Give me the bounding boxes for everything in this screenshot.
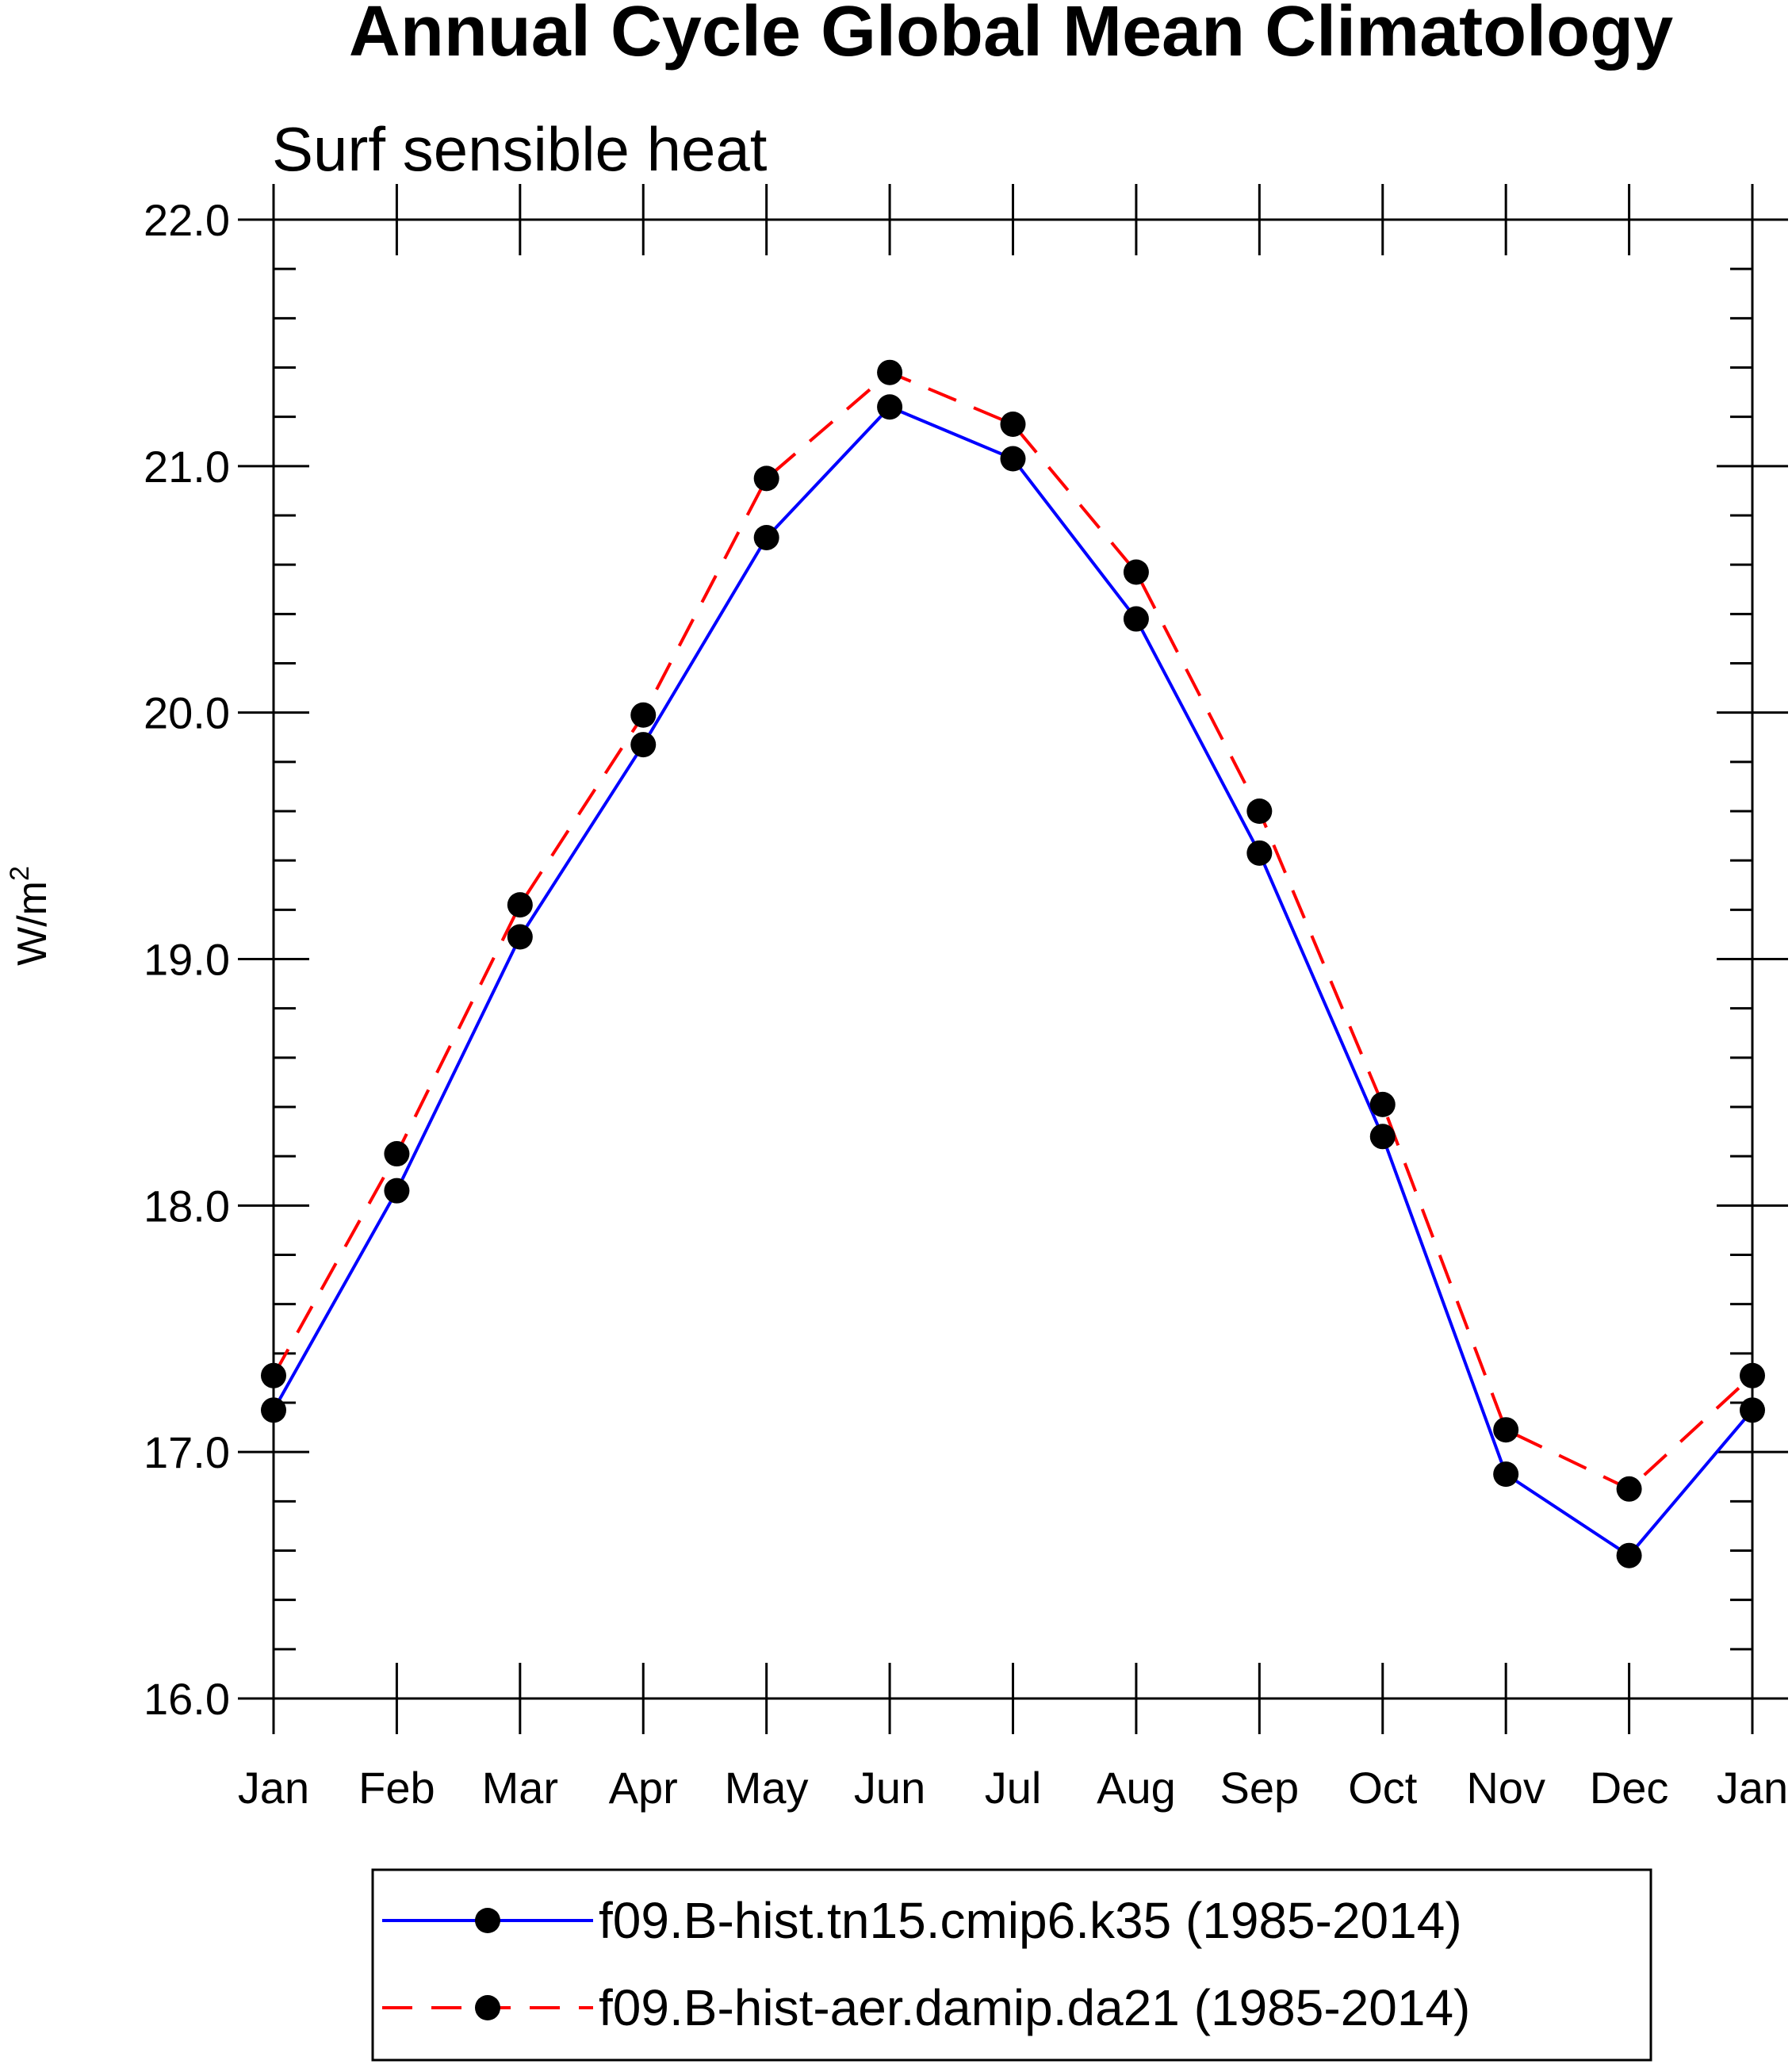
series-1-point (1123, 606, 1149, 632)
x-tick-label: Jul (985, 1763, 1042, 1813)
chart-subtitle: Surf sensible heat (272, 114, 768, 184)
legend-box (371, 1868, 1652, 2062)
series-2-point (384, 1141, 410, 1167)
series-2-point (1740, 1362, 1765, 1388)
series-2-point (1123, 559, 1149, 585)
series-2-point (877, 359, 903, 385)
y-axis-label-exponent: 2 (5, 866, 35, 881)
y-tick-label: 16.0 (144, 1674, 230, 1724)
series-line-1 (272, 405, 1754, 1557)
series-1-point (877, 394, 903, 420)
x-tick-label: Apr (609, 1763, 678, 1813)
series-2-point (753, 465, 779, 492)
series-2-point (1616, 1476, 1642, 1502)
series-1-point (630, 732, 657, 758)
x-tick-label: Dec (1590, 1763, 1669, 1813)
legend-label-series-1: f09.B-hist.tn15.cmip6.k35 (1985-2014) (599, 1892, 1462, 1949)
series-2-point (1000, 411, 1026, 437)
series-2-point (261, 1362, 286, 1388)
legend-marker-series-2 (475, 1995, 500, 2020)
x-tick-label: Sep (1220, 1763, 1300, 1813)
y-tick-label: 22.0 (144, 195, 230, 245)
y-tick-label: 17.0 (144, 1427, 230, 1477)
series-1-point (1000, 446, 1026, 472)
legend-marker-series-1 (475, 1908, 500, 1933)
axes: 16.0 17.0 18.0 19.0 20.0 21.0 22.0 Jan Feb Mar Apr… (144, 184, 1788, 1813)
series-2-point (1493, 1417, 1519, 1443)
series-line-2 (272, 370, 1754, 1491)
y-axis-label-unit: W/m (10, 881, 56, 966)
x-tick-label: Nov (1466, 1763, 1545, 1813)
x-tick-label: May (725, 1763, 809, 1813)
series-1-point (1369, 1124, 1396, 1150)
series-1-point (1493, 1461, 1519, 1488)
series-1-point (1616, 1542, 1642, 1568)
x-tick-label: Feb (358, 1763, 435, 1813)
legend: f09.B-hist.tn15.cmip6.k35 (1985-2014) f0… (371, 1868, 1652, 2062)
series-1-point (261, 1397, 286, 1423)
x-tick-label: Oct (1348, 1763, 1418, 1813)
legend-label-series-2: f09.B-hist-aer.damip.da21 (1985-2014) (599, 1979, 1470, 2036)
y-tick-label: 19.0 (144, 935, 230, 985)
series-2-point (507, 892, 533, 918)
series-2-point (1369, 1091, 1396, 1117)
series-1-point (1246, 840, 1273, 866)
y-tick-label: 20.0 (144, 688, 230, 738)
x-tick-label: Jan (1717, 1763, 1788, 1813)
y-axis-label: W/m2 (5, 866, 56, 966)
plot-frame (272, 218, 1754, 1700)
x-tick-label: Mar (482, 1763, 558, 1813)
series-layer (261, 359, 1765, 1568)
series-1-point (384, 1178, 410, 1204)
series-2-point (1246, 798, 1273, 824)
x-tick-label: Aug (1097, 1763, 1176, 1813)
series-1-point (1740, 1397, 1765, 1423)
series-1-point (507, 924, 533, 950)
y-tick-label: 18.0 (144, 1181, 230, 1231)
series-2-point (630, 702, 657, 728)
y-tick-label: 21.0 (144, 442, 230, 492)
x-tick-label: Jun (854, 1763, 925, 1813)
chart-title: Annual Cycle Global Mean Climatology (349, 0, 1673, 71)
x-tick-label: Jan (238, 1763, 309, 1813)
series-1-point (753, 524, 779, 550)
